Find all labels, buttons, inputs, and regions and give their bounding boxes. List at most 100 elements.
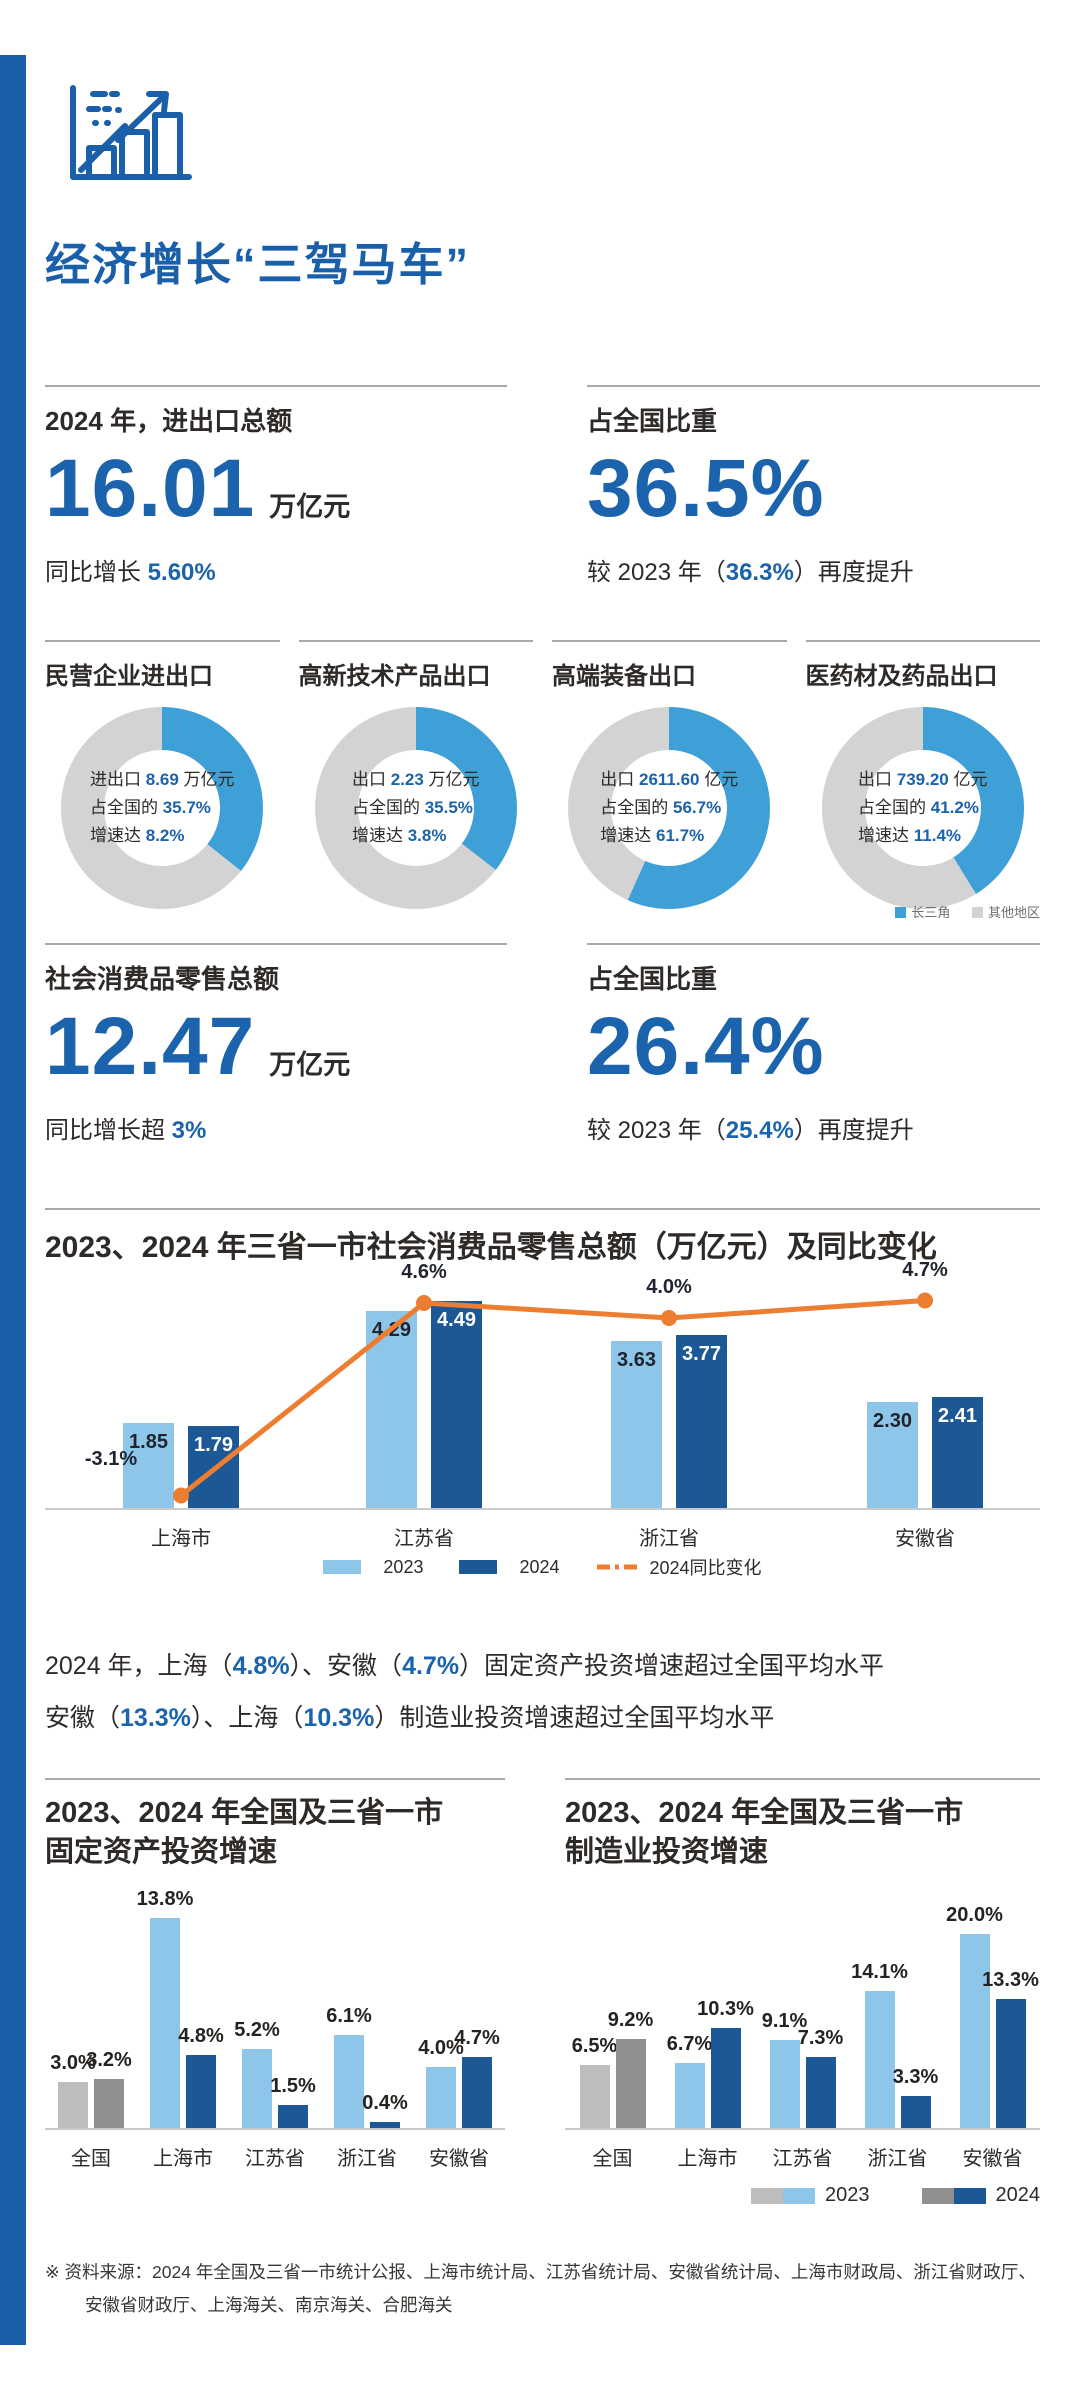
legend-label: 其他地区: [987, 905, 1040, 920]
donut-title: 民营企业进出口: [45, 663, 213, 690]
stat-subline: 同比增长 5.60%: [45, 559, 216, 586]
legend-swatch-2024: [921, 2187, 986, 2204]
donut-text-lines: 出口 739.20 亿元 占全国的 41.2% 增速达 11.4%: [858, 766, 987, 850]
stat-value: 36.5%: [587, 443, 825, 534]
source-line: 安徽省财政厅、上海海关、南京海关、合肥海关: [85, 2295, 453, 2316]
donut-text-line: 出口 2611.60 亿元: [600, 769, 739, 789]
bar-value-label: 4.8%: [178, 2025, 224, 2047]
legend-swatch-2023: [751, 2187, 815, 2204]
donut-text-line: 增速达 3.8%: [351, 826, 447, 846]
donut-legend: 长三角 其他地区: [45, 902, 1040, 921]
stat-value: 12.47: [45, 1001, 256, 1092]
bar-value-label: 2.41: [938, 1405, 977, 1427]
donut-chart: 出口 739.20 亿元 占全国的 41.2% 增速达 11.4%: [821, 707, 1024, 909]
divider: [587, 385, 1040, 387]
bar-2023-安徽省: [867, 1402, 918, 1508]
stat-subline: 较 2023 年（36.3%）再度提升: [587, 559, 914, 586]
divider: [565, 1778, 1040, 1780]
bar-value-label: 4.0%: [418, 2037, 464, 2059]
bar-2023-全国: [579, 2065, 610, 2128]
donut-chart: 出口 2.23 万亿元 占全国的 35.5% 增速达 3.8%: [314, 707, 517, 909]
donut-text-lines: 出口 2611.60 亿元 占全国的 56.7% 增速达 61.7%: [600, 766, 738, 850]
donut-section: 民营企业进出口 进出口 8.69 万亿元 占全国的 35.7% 增速达 8.2% 高…: [45, 640, 1040, 909]
bar-value-label: 10.3%: [697, 1998, 754, 2020]
bar-2024-安徽省: [932, 1397, 983, 1508]
bar-2024-全国: [94, 2079, 124, 2128]
donut-text-line: 增速达 8.2%: [89, 826, 185, 846]
donut-text-line: 占全国的 41.2%: [858, 797, 979, 817]
bar-value-label: 3.0%: [50, 2052, 96, 2074]
trend-point: [416, 1295, 432, 1311]
legend-label: 2023: [383, 1556, 424, 1577]
legend-swatch-2024: [459, 1560, 498, 1574]
bar-2023-浙江省: [864, 1991, 895, 2128]
bar-value-label: 2.30: [873, 1410, 912, 1432]
bar-2023-浙江省: [611, 1341, 662, 1508]
stat-retail-share: 占全国比重 26.4% 较 2023 年（25.4%）再度提升: [587, 945, 914, 1145]
donut-text-lines: 出口 2.23 万亿元 占全国的 35.5% 增速达 3.8%: [352, 766, 480, 850]
legend-label: 长三角: [911, 905, 951, 920]
bar-2024-浙江省: [900, 2096, 931, 2128]
bar-2024-江苏省: [431, 1301, 482, 1508]
stat-value: 26.4%: [587, 1001, 825, 1092]
x-axis-label: 江苏省: [394, 1528, 454, 1550]
donut-title: 高新技术产品出口: [298, 663, 491, 690]
stat-retail-total: 社会消费品零售总额 12.47 万亿元 同比增长超 3%: [45, 945, 350, 1145]
bar-2024-浙江省: [676, 1335, 727, 1508]
retail-chart-legend: 2023 2024 2024同比变化: [45, 1554, 1040, 1580]
bar-2023-江苏省: [769, 2040, 800, 2128]
bar-2023-全国: [58, 2082, 88, 2128]
bar-value-label: 6.1%: [326, 2005, 372, 2027]
manufacturing-bar-chart: 6.5% 9.2% 6.7% 10.3% 9.1% 7.3% 14.1% 3.3% 20.0% 1…: [565, 1876, 1040, 2130]
legend-label: 2024: [519, 1556, 560, 1577]
paragraph-line-2: 安徽（13.3%）、上海（10.3%）制造业投资增速超过全国平均水平: [45, 1704, 775, 1732]
x-axis-label: 全国: [592, 2148, 633, 2170]
stat-trade-share: 占全国比重 36.5% 较 2023 年（36.3%）再度提升: [587, 387, 914, 587]
stat-label: 社会消费品零售总额: [45, 964, 280, 994]
donut-card-medicine: 医药材及药品出口 出口 739.20 亿元 占全国的 41.2% 增速达 11.4%: [805, 640, 1040, 909]
fixed-asset-bar-chart: 3.0% 3.2% 13.8% 4.8% 5.2% 1.5% 6.1% 0.4% 4.0% 4.7…: [45, 1876, 505, 2130]
donut-text-line: 进出口 8.69 万亿元: [89, 769, 235, 789]
stat-subline: 较 2023 年（25.4%）再度提升: [587, 1117, 914, 1144]
bar-value-label: 14.1%: [851, 1961, 908, 1983]
divider: [45, 943, 507, 945]
donut-card-private-enterprise: 民营企业进出口 进出口 8.69 万亿元 占全国的 35.7% 增速达 8.2%: [45, 640, 280, 909]
divider: [45, 385, 507, 387]
x-axis-label: 安徽省: [429, 2148, 489, 2170]
bar-2023-上海市: [150, 1918, 180, 2128]
bar-2024-安徽省: [995, 1999, 1026, 2128]
x-axis-label: 浙江省: [337, 2148, 397, 2170]
donut-hole: [357, 750, 474, 866]
donut-hole: [611, 750, 728, 866]
bar-value-label: 1.79: [194, 1434, 233, 1456]
x-axis-label: 安徽省: [895, 1528, 955, 1550]
bar-2023-安徽省: [959, 1934, 990, 2128]
legend-item-2023: 2023: [751, 2184, 870, 2207]
legend-label: 2024同比变化: [649, 1558, 762, 1578]
bar-value-label: 5.2%: [234, 2019, 280, 2041]
stat-trade-total: 2024 年，进出口总额 16.01 万亿元 同比增长 5.60%: [45, 387, 350, 587]
bar-value-label: 3.63: [617, 1349, 656, 1371]
donut-center-text: 出口 2611.60 亿元 占全国的 56.7% 增速达 61.7%: [568, 707, 770, 909]
trend-point: [917, 1292, 933, 1309]
bar-value-label: 7.3%: [797, 2027, 844, 2049]
growth-chart-icon: [63, 82, 197, 184]
x-axis-label: 浙江省: [867, 2148, 928, 2170]
bar-2024-安徽省: [462, 2057, 492, 2128]
bar-value-label: 4.49: [437, 1309, 476, 1331]
bar-2023-安徽省: [426, 2067, 456, 2128]
bar-value-label: 9.1%: [761, 2010, 808, 2032]
legend-label: 2023: [825, 2184, 870, 2206]
bar-value-label: 6.5%: [571, 2035, 618, 2057]
bar-value-label: 13.3%: [982, 1969, 1039, 1991]
donut-title: 高端装备出口: [552, 663, 696, 690]
retail-chart-title: 2023、2024 年三省一市社会消费品零售总额（万亿元）及同比变化: [45, 1231, 937, 1264]
divider: [587, 943, 1040, 945]
donut-text-line: 出口 739.20 亿元: [858, 769, 988, 789]
donut-text-lines: 进出口 8.69 万亿元 占全国的 35.7% 增速达 8.2%: [90, 766, 235, 850]
stat-label: 占全国比重: [587, 964, 718, 994]
donut-chart: 出口 2611.60 亿元 占全国的 56.7% 增速达 61.7%: [568, 707, 771, 909]
divider: [45, 1778, 505, 1780]
donut-text-line: 占全国的 35.7%: [89, 797, 211, 817]
